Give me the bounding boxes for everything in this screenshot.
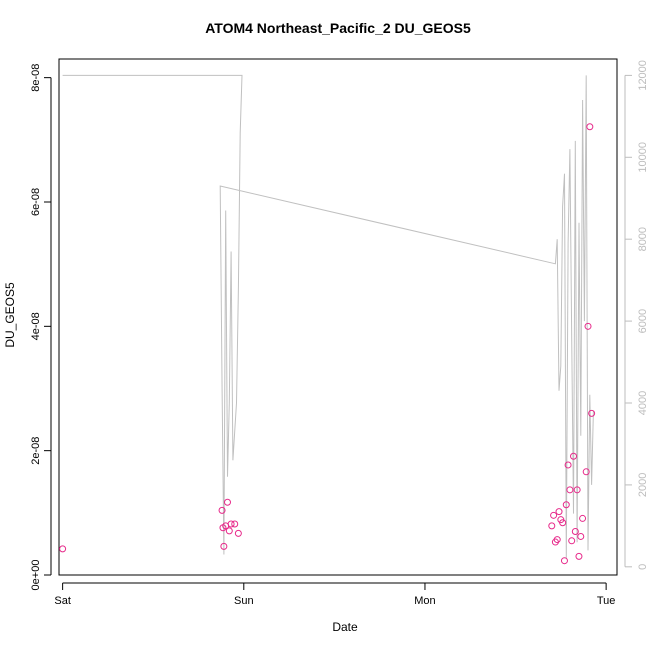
data-point [59, 545, 67, 553]
data-point [586, 123, 594, 131]
y-right-tick-label: 12000 [637, 60, 649, 91]
data-point [568, 537, 576, 545]
data-point [225, 527, 233, 535]
y-right-tick-label: 2000 [637, 473, 649, 497]
data-point [234, 529, 242, 537]
y-left-tick-label: 8e-08 [30, 64, 42, 92]
data-point [575, 552, 583, 560]
data-point [550, 511, 558, 519]
y-right-tick-label: 4000 [637, 391, 649, 415]
x-tick-label: Tue [597, 595, 616, 607]
x-tick-label: Mon [414, 595, 435, 607]
y-left-tick-label: 2e-08 [30, 437, 42, 465]
y-right-tick-label: 6000 [637, 309, 649, 333]
data-point [555, 508, 563, 516]
y-axis-label: DU_GEOS5 [3, 282, 17, 348]
data-point [577, 532, 585, 540]
data-point [584, 322, 592, 330]
plot-frame [58, 58, 618, 576]
x-tick-label: Sun [234, 595, 254, 607]
y-left-tick-label: 6e-08 [30, 188, 42, 216]
data-point [588, 409, 596, 417]
data-point [579, 514, 587, 522]
y-right-tick-label: 8000 [637, 227, 649, 251]
data-point [220, 542, 228, 550]
data-point [571, 527, 579, 535]
chart-title: ATOM4 Northeast_Pacific_2 DU_GEOS5 [205, 20, 471, 36]
data-point [548, 522, 556, 530]
data-point [573, 486, 581, 494]
data-point [562, 501, 570, 509]
data-point [553, 536, 561, 544]
y-left-tick-label: 0e+00 [30, 560, 42, 591]
x-tick-label: Sat [54, 595, 71, 607]
y-right-tick-label: 10000 [637, 142, 649, 173]
data-point [227, 520, 235, 528]
data-point [218, 506, 226, 514]
data-point [566, 486, 574, 494]
data-point [570, 452, 578, 460]
data-point [582, 468, 590, 476]
data-point [223, 498, 231, 506]
data-point [564, 461, 572, 469]
series-line [62, 74, 594, 559]
x-axis-label: Date [332, 620, 358, 634]
y-left-tick-label: 4e-08 [30, 312, 42, 340]
y-right-tick-label: 0 [637, 564, 649, 570]
data-point [231, 520, 239, 528]
data-point [560, 557, 568, 565]
data-point [559, 519, 567, 527]
chart-marks: Sat Sun Mon Tue 0e+00 2e-08 4e-08 6e-08 8e-08 0 20… [30, 60, 649, 607]
